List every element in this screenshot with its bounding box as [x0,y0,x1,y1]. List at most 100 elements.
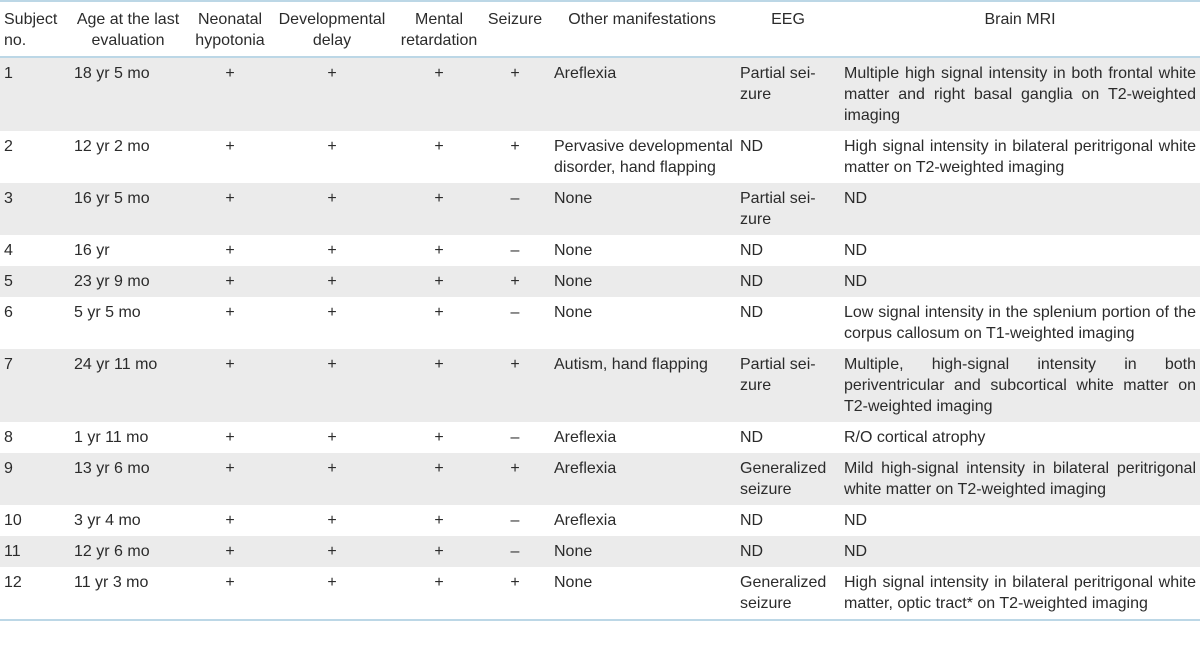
cell-developmental-delay: + [327,429,337,446]
cell-age: 13 yr 6 mo [74,460,150,477]
cell-eeg: ND [740,304,764,321]
table-row: 12 11 yr 3 mo + + + + None Generalized seizure H… [0,567,1200,620]
table-row: 7 24 yr 11 mo + + + + Autism, hand flapping Par… [0,349,1200,422]
cell-seizure: + [510,574,520,591]
cell-age: 1 yr 11 mo [74,429,149,446]
table-row: 5 23 yr 9 mo + + + + None ND ND [0,266,1200,297]
table-body: 1 18 yr 5 mo + + + + Areflexia Partial sei-zure… [0,57,1200,620]
cell-other-manifestations: Pervasive developmental disorder, hand f… [554,138,733,176]
cell-eeg: ND [740,138,764,155]
cell-developmental-delay: + [327,356,337,373]
cell-age: 5 yr 5 mo [74,304,141,321]
cell-developmental-delay: + [327,273,337,290]
header-row: Subject no. Age at the last evaluation N… [0,1,1200,57]
cell-brain-mri: ND [844,190,868,207]
cell-age: 12 yr 6 mo [74,543,150,560]
cell-seizure: + [510,273,520,290]
cell-seizure: – [510,304,520,321]
cell-other-manifestations: Areflexia [554,65,617,82]
cell-seizure: + [510,460,520,477]
header-brain-mri: Brain MRI [984,11,1056,28]
cell-age: 18 yr 5 mo [74,65,150,82]
cell-seizure: + [510,356,520,373]
cell-eeg: Partial sei-zure [740,190,816,228]
cell-subject-no: 1 [4,65,13,82]
cell-seizure: – [510,543,520,560]
cell-neonatal-hypotonia: + [225,574,235,591]
cell-brain-mri: Multiple high signal intensity in both f… [844,65,1196,124]
cell-brain-mri: Low signal intensity in the splenium por… [844,304,1196,342]
cell-seizure: – [510,429,520,446]
cell-mental-retardation: + [434,543,444,560]
cell-other-manifestations: Areflexia [554,429,617,446]
cell-seizure: + [510,65,520,82]
cell-other-manifestations: None [554,273,593,290]
cell-neonatal-hypotonia: + [225,512,235,529]
cell-neonatal-hypotonia: + [225,429,235,446]
cell-neonatal-hypotonia: + [225,543,235,560]
cell-other-manifestations: None [554,574,593,591]
cell-neonatal-hypotonia: + [225,65,235,82]
cell-mental-retardation: + [434,356,444,373]
cell-mental-retardation: + [434,429,444,446]
cell-brain-mri: Multiple, high-signal intensity in both … [844,356,1196,415]
table-row: 8 1 yr 11 mo + + + – Areflexia ND R/O cortical a… [0,422,1200,453]
header-seizure: Seizure [487,11,543,28]
cell-brain-mri: Mild high-signal intensity in bilateral … [844,460,1196,498]
table-row: 4 16 yr + + + – None ND ND [0,235,1200,266]
cell-subject-no: 8 [4,429,13,446]
cell-mental-retardation: + [434,273,444,290]
cell-seizure: – [510,512,520,529]
header-subject-no: Subject no. [4,11,58,49]
cell-eeg: Generalized seizure [740,574,827,612]
cell-eeg: ND [740,273,764,290]
cell-developmental-delay: + [327,242,337,259]
cell-subject-no: 5 [4,273,13,290]
cell-brain-mri: High signal intensity in bilateral perit… [844,138,1196,176]
cell-eeg: ND [740,512,764,529]
cell-developmental-delay: + [327,65,337,82]
cell-eeg: ND [740,242,764,259]
cell-developmental-delay: + [327,190,337,207]
cell-age: 24 yr 11 mo [74,356,158,373]
cell-mental-retardation: + [434,574,444,591]
table-row: 6 5 yr 5 mo + + + – None ND Low signal intensity… [0,297,1200,349]
cell-subject-no: 7 [4,356,13,373]
cell-eeg: Partial sei-zure [740,65,816,103]
table-row: 9 13 yr 6 mo + + + + Areflexia Generalized seiz… [0,453,1200,505]
cell-other-manifestations: None [554,242,593,259]
cell-eeg: Partial sei-zure [740,356,816,394]
cell-brain-mri: ND [844,543,868,560]
cell-eeg: ND [740,429,764,446]
cell-seizure: – [510,190,520,207]
cell-mental-retardation: + [434,242,444,259]
cell-subject-no: 12 [4,574,22,591]
cell-seizure: + [510,138,520,155]
cell-age: 12 yr 2 mo [74,138,150,155]
cell-age: 23 yr 9 mo [74,273,150,290]
cell-age: 16 yr [74,242,110,259]
table-row: 1 18 yr 5 mo + + + + Areflexia Partial sei-zure… [0,57,1200,131]
cell-subject-no: 3 [4,190,13,207]
cell-mental-retardation: + [434,304,444,321]
cell-subject-no: 11 [4,543,21,560]
header-eeg: EEG [771,11,805,28]
cell-age: 11 yr 3 mo [74,574,149,591]
cell-mental-retardation: + [434,512,444,529]
cell-neonatal-hypotonia: + [225,273,235,290]
cell-subject-no: 4 [4,242,13,259]
cell-developmental-delay: + [327,138,337,155]
clinical-features-table: Subject no. Age at the last evaluation N… [0,1,1200,620]
cell-subject-no: 6 [4,304,13,321]
header-mental-retardation: Mental retardation [400,11,478,49]
cell-subject-no: 9 [4,460,13,477]
cell-brain-mri: High signal intensity in bilateral perit… [844,574,1196,612]
cell-eeg: Generalized seizure [740,460,827,498]
cell-developmental-delay: + [327,512,337,529]
cell-developmental-delay: + [327,574,337,591]
table-header: Subject no. Age at the last evaluation N… [0,1,1200,57]
cell-other-manifestations: None [554,190,593,207]
cell-developmental-delay: + [327,304,337,321]
cell-brain-mri: R/O cortical atrophy [844,429,986,446]
